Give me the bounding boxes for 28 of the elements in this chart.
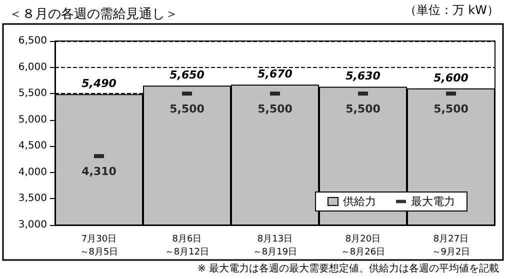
legend-label: 最大電力	[411, 195, 455, 208]
x-tick-label: 8月27日～9月2日	[432, 234, 470, 258]
y-tick-label: 6,000	[18, 62, 47, 73]
y-tick-label: 4,000	[18, 166, 47, 178]
y-tick-label: 5,000	[18, 114, 47, 126]
data-label: 5,500	[170, 102, 205, 116]
data-label: 5,500	[346, 102, 381, 116]
y-tick-label: 3,500	[18, 193, 47, 204]
y-tick-label: 5,500	[18, 88, 47, 100]
y-tick-label: 4,500	[18, 140, 47, 152]
data-label: 5,600	[434, 71, 469, 84]
x-tick-label: 8月20日～8月26日	[340, 234, 386, 258]
data-label: 5,500	[258, 102, 293, 116]
data-label: 5,490	[82, 77, 117, 90]
text: （単位：万 kW）	[404, 3, 500, 17]
legend-label: 供給力	[343, 195, 376, 208]
data-label: 5,670	[258, 68, 293, 81]
chart-title: ＜８月の各週の需給見通し＞	[9, 7, 178, 22]
data-label: 5,630	[346, 70, 381, 83]
x-tick-label: 7月30日～8月5日	[80, 234, 118, 258]
y-tick-label: 3,000	[18, 220, 47, 230]
data-label: 5,650	[170, 68, 205, 82]
data-label: 5,500	[434, 102, 469, 116]
data-label: 4,310	[82, 165, 117, 178]
x-tick-label: 8月13日～8月19日	[252, 234, 298, 258]
text: ※ 最大電力は各週の最大需要想定値、供給力は各週の平均値を記載	[197, 262, 500, 274]
x-tick-label: 8月6日～8月12日	[164, 234, 210, 258]
y-tick-label: 6,500	[18, 36, 47, 46]
